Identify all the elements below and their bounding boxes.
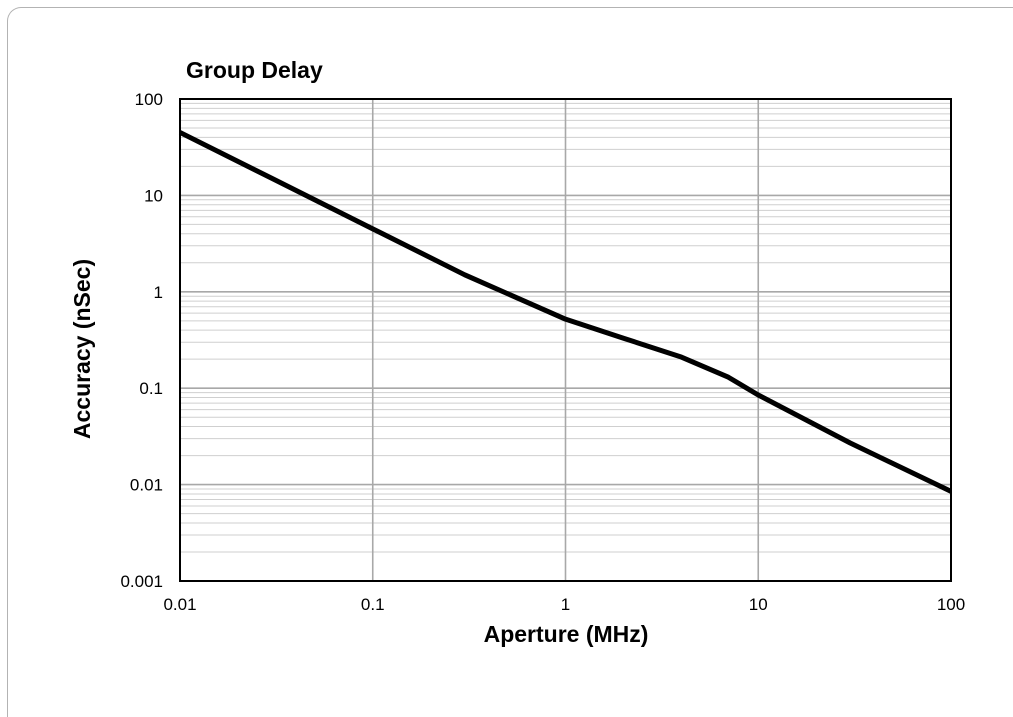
y-tick-label: 0.001 xyxy=(120,572,163,591)
y-tick-labels: 100 10 1 0.1 0.01 0.001 xyxy=(120,90,163,591)
y-tick-label: 10 xyxy=(144,186,163,205)
y-tick-label: 1 xyxy=(154,283,163,302)
y-tick-label: 0.01 xyxy=(130,476,163,495)
x-tick-label: 100 xyxy=(937,595,965,614)
y-tick-label: 0.1 xyxy=(139,379,163,398)
series-layer xyxy=(178,130,953,494)
plot-border xyxy=(179,98,952,582)
series-line-1 xyxy=(178,130,953,494)
x-tick-label: 10 xyxy=(749,595,768,614)
x-axis-title: Aperture (MHz) xyxy=(484,621,649,647)
x-tick-label: 1 xyxy=(561,595,570,614)
chart-frame xyxy=(7,7,1013,717)
major-gridlines xyxy=(180,99,951,581)
x-tick-label: 0.01 xyxy=(163,595,196,614)
y-axis-title: Accuracy (nSec) xyxy=(69,259,95,439)
x-tick-label: 0.1 xyxy=(361,595,385,614)
x-tick-labels: 0.01 0.1 1 10 100 xyxy=(163,595,965,614)
chart-title: Group Delay xyxy=(186,57,323,83)
y-tick-label: 100 xyxy=(135,90,163,109)
